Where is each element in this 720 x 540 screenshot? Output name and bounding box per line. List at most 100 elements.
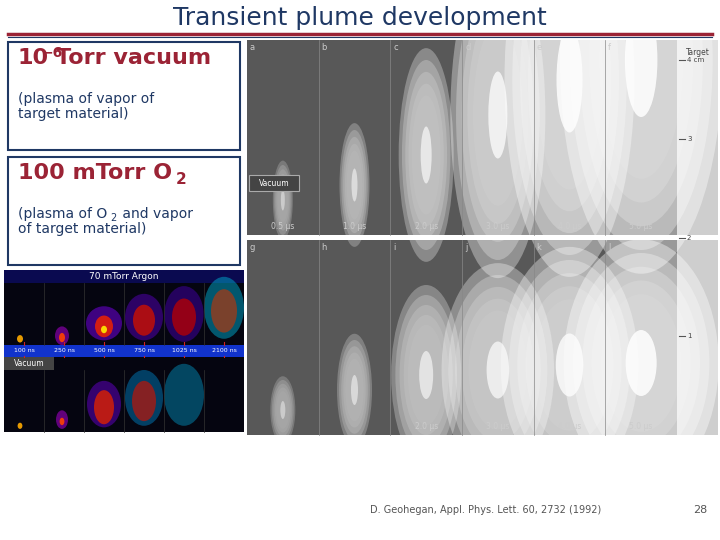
Ellipse shape <box>400 305 453 445</box>
Bar <box>84 283 124 345</box>
Bar <box>677 40 718 235</box>
Ellipse shape <box>274 165 292 235</box>
Text: 2.0 μs: 2.0 μs <box>415 222 438 231</box>
Bar <box>44 370 84 432</box>
Ellipse shape <box>275 170 290 231</box>
Ellipse shape <box>125 370 163 426</box>
Ellipse shape <box>351 375 358 405</box>
Bar <box>4 283 44 345</box>
Ellipse shape <box>467 6 528 224</box>
Ellipse shape <box>86 306 122 340</box>
Ellipse shape <box>473 24 523 206</box>
Bar <box>204 370 244 432</box>
Ellipse shape <box>582 267 700 459</box>
Bar <box>44 283 84 345</box>
Text: 28: 28 <box>693 505 707 515</box>
Text: 100 ns: 100 ns <box>14 348 35 354</box>
Bar <box>84 370 124 432</box>
Ellipse shape <box>441 263 554 477</box>
Text: c: c <box>393 43 398 52</box>
Ellipse shape <box>599 0 683 179</box>
Text: Transient plume development: Transient plume development <box>173 6 547 30</box>
Ellipse shape <box>276 174 289 226</box>
Text: 4.0 μs: 4.0 μs <box>558 222 581 231</box>
Text: l: l <box>608 243 611 252</box>
Ellipse shape <box>345 144 364 226</box>
Ellipse shape <box>456 0 539 260</box>
Ellipse shape <box>573 253 709 473</box>
Ellipse shape <box>340 123 369 247</box>
Text: 70 mTorr Argon: 70 mTorr Argon <box>89 272 158 281</box>
Ellipse shape <box>580 0 703 226</box>
Ellipse shape <box>56 410 68 429</box>
Bar <box>247 40 677 235</box>
Ellipse shape <box>402 60 451 250</box>
Ellipse shape <box>408 325 444 425</box>
Ellipse shape <box>55 326 69 345</box>
Text: 4 cm: 4 cm <box>687 57 704 63</box>
FancyBboxPatch shape <box>8 157 240 265</box>
Text: 3.0 μs: 3.0 μs <box>486 222 510 231</box>
Ellipse shape <box>17 423 22 429</box>
Ellipse shape <box>343 137 366 233</box>
Ellipse shape <box>60 418 64 425</box>
Ellipse shape <box>517 273 622 457</box>
Ellipse shape <box>339 340 370 440</box>
Text: Vacuum: Vacuum <box>258 179 289 187</box>
Bar <box>124 370 164 432</box>
Ellipse shape <box>528 0 611 211</box>
Ellipse shape <box>412 96 441 214</box>
Ellipse shape <box>408 84 444 226</box>
Ellipse shape <box>513 0 626 255</box>
Ellipse shape <box>589 0 693 202</box>
Ellipse shape <box>592 280 690 446</box>
Text: 5.0 μs: 5.0 μs <box>629 222 653 231</box>
Text: 3.0 μs: 3.0 μs <box>486 422 510 431</box>
Bar <box>4 370 44 432</box>
Text: of target material): of target material) <box>18 222 146 236</box>
Ellipse shape <box>557 28 582 132</box>
Ellipse shape <box>487 341 509 399</box>
Ellipse shape <box>94 390 114 424</box>
Text: j: j <box>465 243 467 252</box>
Ellipse shape <box>343 353 366 428</box>
Text: h: h <box>322 243 327 252</box>
Text: d: d <box>465 43 470 52</box>
Ellipse shape <box>419 351 433 399</box>
Ellipse shape <box>281 190 285 211</box>
Bar <box>4 357 54 370</box>
Ellipse shape <box>172 299 196 336</box>
Text: 250 ns: 250 ns <box>53 348 74 354</box>
Text: D. Geohegan, Appl. Phys. Lett. 60, 2732 (1992): D. Geohegan, Appl. Phys. Lett. 60, 2732 … <box>370 505 601 515</box>
Text: 1: 1 <box>687 333 691 339</box>
Ellipse shape <box>462 299 534 441</box>
Ellipse shape <box>526 286 613 444</box>
Text: f: f <box>608 43 611 52</box>
Ellipse shape <box>87 381 121 427</box>
Ellipse shape <box>564 239 719 487</box>
Bar <box>677 240 718 435</box>
Ellipse shape <box>534 299 606 430</box>
Text: 500 ns: 500 ns <box>94 348 114 354</box>
Ellipse shape <box>272 380 294 440</box>
Text: 2: 2 <box>176 172 186 187</box>
Ellipse shape <box>59 333 65 342</box>
Ellipse shape <box>164 364 204 426</box>
Text: 5.0 μs: 5.0 μs <box>629 422 653 431</box>
Text: 4.0 μs: 4.0 μs <box>558 422 581 431</box>
Bar <box>124 283 164 345</box>
Text: 750 ns: 750 ns <box>133 348 155 354</box>
Ellipse shape <box>556 334 583 396</box>
Text: e: e <box>536 43 542 52</box>
Ellipse shape <box>509 260 630 470</box>
Ellipse shape <box>469 310 527 429</box>
Ellipse shape <box>520 0 619 233</box>
Ellipse shape <box>405 72 447 238</box>
Ellipse shape <box>211 289 237 333</box>
Ellipse shape <box>505 0 634 277</box>
FancyBboxPatch shape <box>8 42 240 150</box>
Ellipse shape <box>626 330 657 396</box>
Text: 2: 2 <box>687 234 691 240</box>
Text: Torr vacuum: Torr vacuum <box>56 48 211 68</box>
Ellipse shape <box>351 168 358 201</box>
